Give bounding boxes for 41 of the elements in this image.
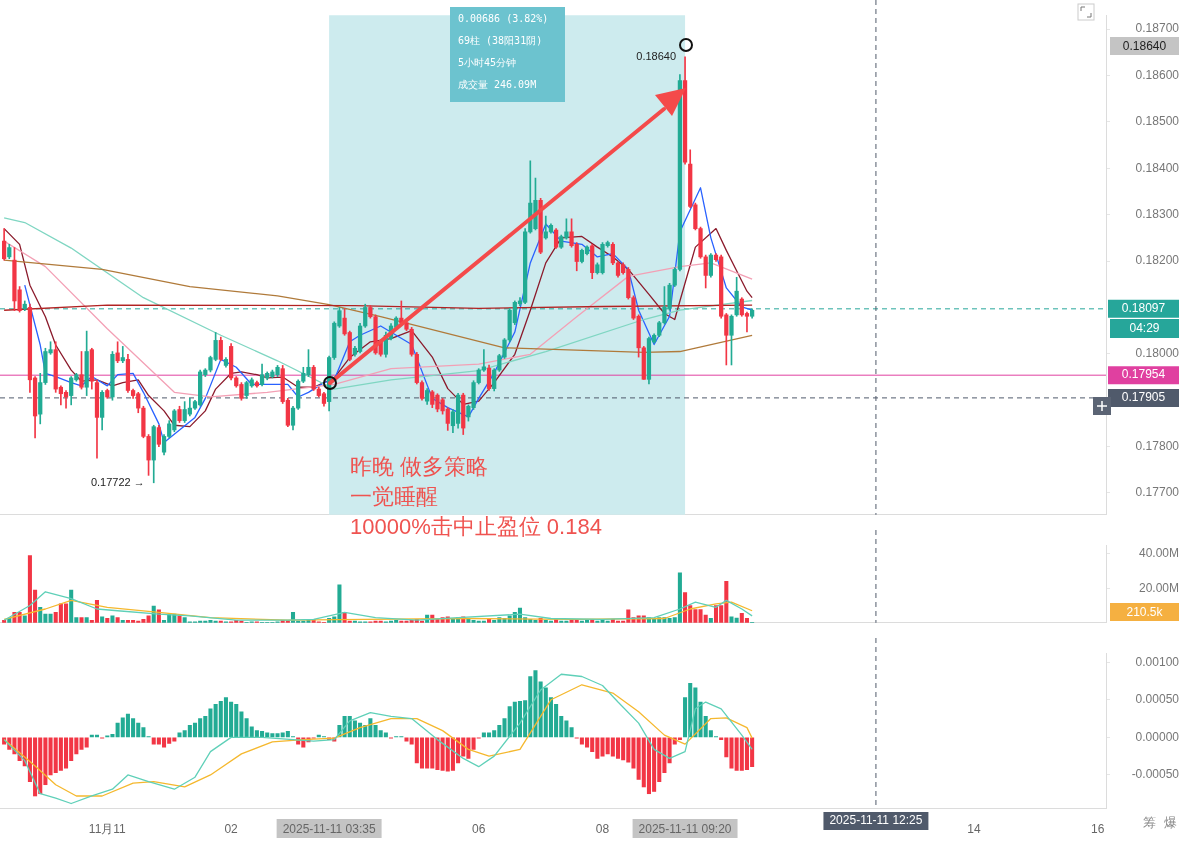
y-tick-label: 0.17800	[1135, 438, 1180, 453]
ref-line-label: 0.17954	[1121, 367, 1166, 382]
ref-line-label: 2025-11-11 12:25	[829, 813, 923, 828]
ref-line-label: 0.17905	[1121, 390, 1166, 405]
annotation: 5小时45分钟	[458, 56, 518, 70]
x-tick-label: 14	[967, 821, 981, 836]
x-tick-label: 06	[472, 821, 486, 836]
y-tick-label: 0.18400	[1135, 160, 1180, 175]
y-tick-label: 0.17700	[1135, 485, 1180, 500]
y-tick-label: 20.00M	[1138, 580, 1179, 595]
annotation: 69柱 (38阳31阴)	[458, 34, 544, 48]
y-tick-label: 0.18200	[1135, 253, 1180, 268]
annotation: 10000%击中止盈位 0.184	[350, 513, 602, 541]
ref-line-label: 0.18097	[1121, 301, 1166, 316]
y-tick-label: 0.00100	[1135, 654, 1180, 669]
x-tick-label: 02	[224, 821, 239, 836]
x-tick-label: 11月11	[88, 821, 127, 836]
text: 筹	[1143, 814, 1156, 832]
annotation: 一觉睡醒	[350, 483, 439, 511]
y-tick-label: 0.18300	[1135, 206, 1180, 221]
y-tick-label: -0.00050	[1131, 767, 1180, 782]
annotation: 0.00686 (3.82%)	[458, 12, 550, 26]
y-tick-label: 0.18000	[1135, 346, 1180, 361]
text: 爆	[1164, 814, 1177, 832]
annotation: 昨晚 做多策略	[350, 453, 490, 481]
y-tick-label: 0.18600	[1135, 67, 1180, 82]
annotation: 成交量 246.09M	[458, 78, 538, 92]
text: 04:29	[1110, 318, 1179, 338]
y-tick-label: 0.00050	[1135, 692, 1180, 707]
y-tick-label: 0.18700	[1135, 21, 1180, 36]
text: 210.5k	[1110, 602, 1179, 621]
y-tick-label: 0.18500	[1135, 114, 1180, 129]
annotation: 0.18640	[636, 49, 677, 62]
x-tick-label: 2025-11-11 03:35	[282, 821, 376, 836]
y-tick-label: 0.00000	[1135, 729, 1180, 744]
annotation: 0.17722 →	[90, 475, 145, 488]
text: 0.18640	[1110, 37, 1179, 55]
y-tick-label: 40.00M	[1138, 546, 1179, 561]
x-tick-label: 2025-11-11 09:20	[638, 821, 732, 836]
x-tick-label: 16	[1091, 821, 1105, 836]
x-tick-label: 08	[595, 821, 610, 836]
